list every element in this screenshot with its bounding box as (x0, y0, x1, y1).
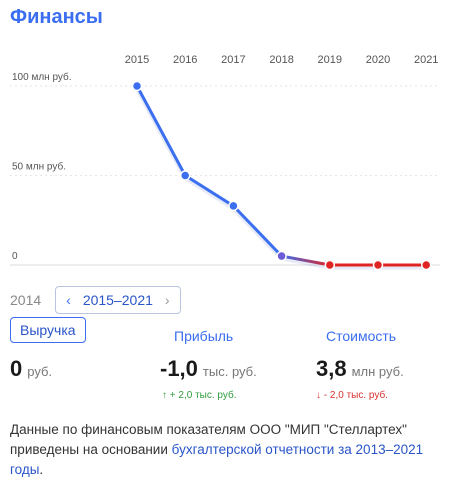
x-tick-label: 2018 (269, 54, 293, 66)
data-point[interactable] (131, 80, 143, 92)
period-selector: 2014 ‹ 2015–2021 › (10, 286, 181, 314)
data-point[interactable] (276, 250, 287, 262)
x-tick-label: 2016 (173, 54, 197, 66)
period-range-box: ‹ 2015–2021 › (55, 286, 181, 314)
note-end: . (39, 462, 44, 477)
profit-tab[interactable]: Прибыль (174, 328, 233, 346)
profit-number: -1,0 (160, 356, 198, 381)
x-tick-label: 2019 (318, 54, 342, 66)
x-tick-label: 2020 (366, 54, 390, 66)
series-line-shadow (279, 255, 333, 270)
y-tick-label: 100 млн руб. (12, 71, 72, 83)
revenue-tab[interactable]: Выручка (10, 317, 86, 343)
data-point[interactable] (228, 200, 239, 212)
revenue-value: 0 руб. (10, 356, 52, 382)
profit-label[interactable]: Прибыль (174, 328, 234, 344)
cost-delta-text: - 2,0 тыс. руб. (323, 390, 388, 401)
page-title: Финансы (10, 6, 103, 28)
profit-value: -1,0 тыс. руб. (160, 356, 257, 382)
profit-delta: ↑ + 2,0 тыс. руб. (162, 390, 236, 401)
arrow-up-icon: ↑ (162, 390, 167, 401)
finance-chart: 100 млн руб. 50 млн руб. 0 2015 2016 2017 201… (10, 54, 440, 271)
cost-delta: ↓ - 2,0 тыс. руб. (316, 390, 388, 401)
prev-year-label[interactable]: 2014 (10, 292, 42, 308)
series-line-segment (183, 174, 235, 208)
cost-tab[interactable]: Стоимость (326, 328, 396, 346)
data-source-note: Данные по финансовым показателям ООО "МИ… (10, 420, 450, 480)
note-text: Данные по финансовым показателям ООО "МИ… (10, 422, 407, 457)
profit-unit: тыс. руб. (202, 364, 257, 379)
data-point[interactable] (420, 259, 432, 271)
x-tick-label: 2017 (221, 54, 245, 66)
data-point[interactable] (372, 259, 384, 271)
revenue-number: 0 (10, 356, 23, 381)
series-line-segment (231, 204, 284, 258)
cost-number: 3,8 (316, 356, 347, 381)
y-tick-label: 50 млн руб. (12, 161, 66, 173)
profit-delta-text: + 2,0 тыс. руб. (169, 390, 237, 401)
data-point[interactable] (179, 170, 191, 181)
y-tick-label: 0 (12, 251, 18, 262)
chevron-left-icon[interactable]: ‹ (66, 292, 71, 308)
series-line-shadow (182, 175, 236, 211)
series-line-segment (280, 254, 332, 267)
chevron-right-icon[interactable]: › (164, 292, 170, 308)
cost-unit: млн руб. (351, 364, 404, 379)
x-tick-label: 2021 (414, 54, 438, 66)
revenue-unit: руб. (27, 364, 53, 379)
cost-label[interactable]: Стоимость (326, 328, 397, 344)
data-point[interactable] (324, 259, 336, 271)
accounting-report-link[interactable]: бухгалтерской отчетности за 2013–2021 го… (10, 442, 424, 477)
series-line-segment (135, 84, 187, 177)
period-range[interactable]: 2015–2021 (82, 292, 153, 308)
revenue-label[interactable]: Выручка (10, 317, 86, 343)
arrow-down-icon: ↓ (316, 390, 321, 401)
x-tick-label: 2015 (125, 54, 149, 66)
cost-value: 3,8 млн руб. (316, 356, 404, 382)
